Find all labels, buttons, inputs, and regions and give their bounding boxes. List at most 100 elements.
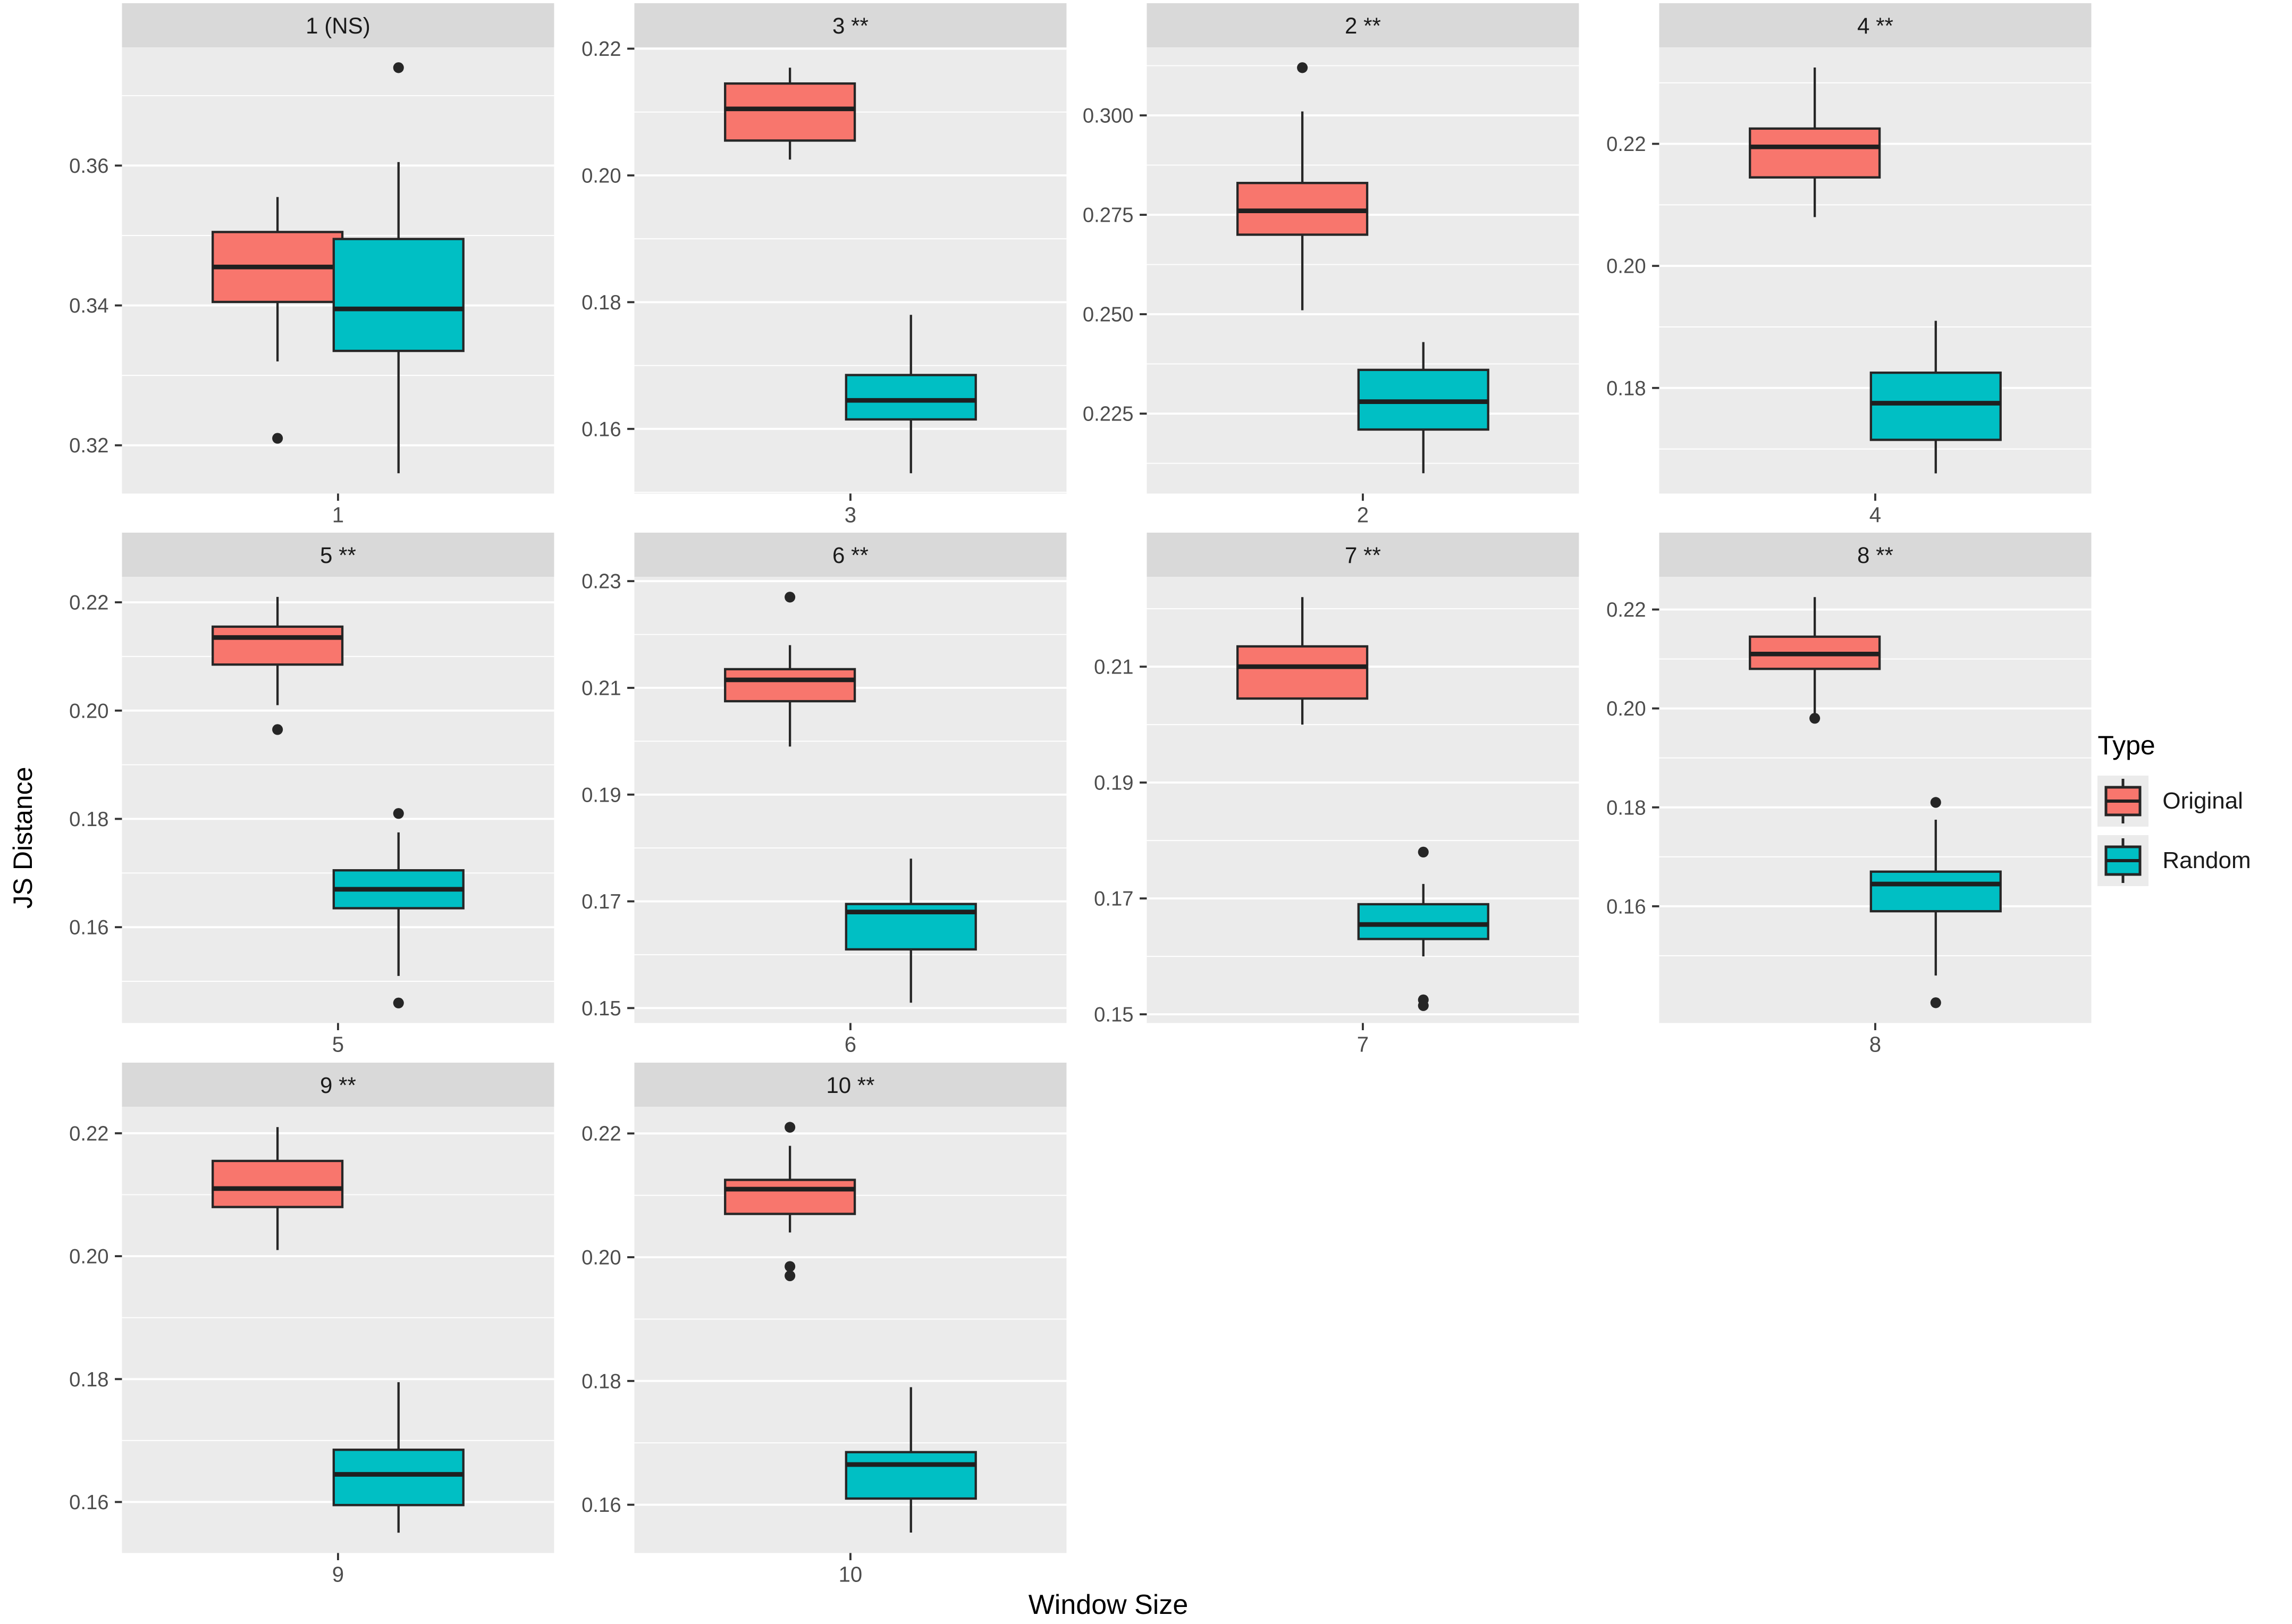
facet-plot-3: 3 ** 0.16 0.18 0.20 0.22 3 — [582, 3, 1067, 526]
y-tick-label: 0.22 — [1606, 133, 1646, 156]
facet-plot-4: 4 ** 0.18 0.20 0.22 4 — [1606, 3, 2092, 526]
facet-title: 3 ** — [832, 13, 869, 38]
legend-label: Original — [2162, 787, 2243, 814]
y-tick-label: 0.20 — [582, 164, 621, 187]
facet-strip — [122, 533, 554, 577]
y-tick-label: 0.19 — [1094, 772, 1133, 795]
y-tick-label: 0.16 — [69, 1491, 108, 1514]
y-tick-label: 0.16 — [582, 418, 621, 441]
facet-grid: 1 (NS) 0.32 0.34 0.36 1 3 ** 0.16 0.18 0.20 0.22 3… — [46, 0, 2095, 1624]
facet-2: 2 ** 0.225 0.250 0.275 0.300 2 — [1071, 3, 1583, 526]
x-tick-label: 5 — [332, 1032, 344, 1056]
facet-strip — [1147, 533, 1579, 577]
boxplot-original — [724, 592, 856, 747]
boxplot-original — [212, 597, 344, 735]
y-tick-label: 0.15 — [582, 997, 621, 1020]
y-tick-label: 0.18 — [1606, 377, 1646, 400]
x-tick-label: 4 — [1869, 502, 1881, 526]
y-tick-label: 0.16 — [69, 916, 108, 939]
x-tick-label: 7 — [1357, 1032, 1369, 1056]
facet-strip — [122, 1062, 554, 1107]
facet-strip — [1659, 3, 2092, 48]
outlier-point — [1930, 997, 1942, 1008]
facet-title: 9 ** — [320, 1072, 356, 1097]
facet-title: 8 ** — [1857, 543, 1893, 568]
boxplot-original — [724, 68, 856, 160]
y-tick-label: 0.22 — [582, 1122, 621, 1145]
facet-10: 10 ** 0.16 0.18 0.20 0.22 10 — [558, 1062, 1071, 1586]
y-tick-label: 0.22 — [1606, 599, 1646, 621]
legend-entry-original: Original — [2097, 775, 2251, 827]
legend-title: Type — [2097, 730, 2155, 760]
boxplot-original — [212, 197, 344, 444]
legend-key-boxplot-icon — [2097, 835, 2149, 886]
facet-9: 9 ** 0.16 0.18 0.20 0.22 9 — [46, 1062, 558, 1586]
y-tick-label: 0.20 — [69, 1245, 108, 1268]
legend: Type Original Random — [2095, 0, 2292, 1624]
boxplot-random — [332, 808, 465, 1009]
facet-plot-10: 10 ** 0.16 0.18 0.20 0.22 10 — [582, 1062, 1067, 1586]
outlier-point — [785, 1122, 796, 1133]
facet-title: 4 ** — [1857, 13, 1893, 38]
outlier-point — [1418, 847, 1429, 858]
y-tick-label: 0.19 — [582, 784, 621, 806]
facet-plot-7: 7 ** 0.15 0.17 0.19 0.21 7 — [1094, 533, 1579, 1056]
outlier-point — [272, 724, 283, 735]
boxplot-random — [1357, 342, 1490, 474]
y-axis-title: JS Distance — [8, 767, 38, 908]
boxplot-random — [1357, 847, 1490, 1012]
legend-key-boxplot-icon — [2097, 775, 2149, 827]
outlier-point — [272, 433, 283, 444]
boxplot-random — [845, 315, 977, 474]
legend-entry-random: Random — [2097, 835, 2251, 886]
facet-strip — [634, 1062, 1067, 1107]
facet-plot-9: 9 ** 0.16 0.18 0.20 0.22 9 — [69, 1062, 554, 1586]
boxplot-original — [1749, 597, 1881, 724]
outlier-point — [1418, 1000, 1429, 1012]
x-tick-label: 1 — [332, 502, 344, 526]
y-tick-label: 0.20 — [1606, 255, 1646, 278]
boxplot-random — [845, 859, 977, 1003]
x-tick-label: 9 — [332, 1562, 344, 1586]
boxplot-original — [724, 1122, 856, 1281]
boxplot-random — [1869, 321, 2002, 474]
legend-entries: Original Random — [2097, 775, 2251, 895]
y-tick-label: 0.17 — [1094, 888, 1133, 911]
facet-title: 10 ** — [826, 1072, 874, 1097]
y-tick-label: 0.34 — [69, 294, 108, 317]
boxplot-random — [332, 1382, 465, 1533]
x-tick-label: 10 — [839, 1562, 863, 1586]
y-tick-label: 0.20 — [69, 700, 108, 722]
y-tick-label: 0.22 — [69, 592, 108, 615]
facet-plot-2: 2 ** 0.225 0.250 0.275 0.300 2 — [1083, 3, 1579, 526]
x-tick-label: 8 — [1869, 1032, 1881, 1056]
y-tick-label: 0.21 — [1094, 656, 1133, 679]
facet-strip — [122, 3, 554, 48]
facet-3: 3 ** 0.16 0.18 0.20 0.22 3 — [558, 3, 1071, 526]
x-tick-label: 2 — [1357, 502, 1369, 526]
y-tick-label: 0.16 — [1606, 896, 1646, 919]
facet-plot-1: 1 (NS) 0.32 0.34 0.36 1 — [69, 3, 554, 526]
facet-6: 6 ** 0.15 0.17 0.19 0.21 0.23 6 — [558, 533, 1071, 1056]
facet-title: 6 ** — [832, 543, 869, 568]
x-tick-label: 6 — [845, 1032, 856, 1056]
y-tick-label: 0.18 — [69, 808, 108, 831]
facet-8: 8 ** 0.16 0.18 0.20 0.22 8 — [1583, 533, 2095, 1056]
y-tick-label: 0.20 — [1606, 697, 1646, 720]
y-tick-label: 0.32 — [69, 434, 108, 457]
y-tick-label: 0.250 — [1083, 303, 1134, 326]
y-tick-label: 0.300 — [1083, 104, 1134, 127]
y-tick-label: 0.21 — [582, 677, 621, 700]
boxplot-original — [1236, 62, 1369, 310]
boxplot-random — [332, 62, 465, 474]
boxplot-original — [212, 1126, 344, 1250]
facet-4: 4 ** 0.18 0.20 0.22 4 — [1583, 3, 2095, 526]
x-axis-title: Window Size — [1028, 1589, 1189, 1620]
facet-strip — [634, 3, 1067, 48]
facet-1: 1 (NS) 0.32 0.34 0.36 1 — [46, 3, 558, 526]
outlier-point — [1809, 713, 1821, 724]
outlier-point — [393, 997, 404, 1009]
outlier-point — [785, 592, 796, 603]
x-tick-label: 3 — [845, 502, 856, 526]
